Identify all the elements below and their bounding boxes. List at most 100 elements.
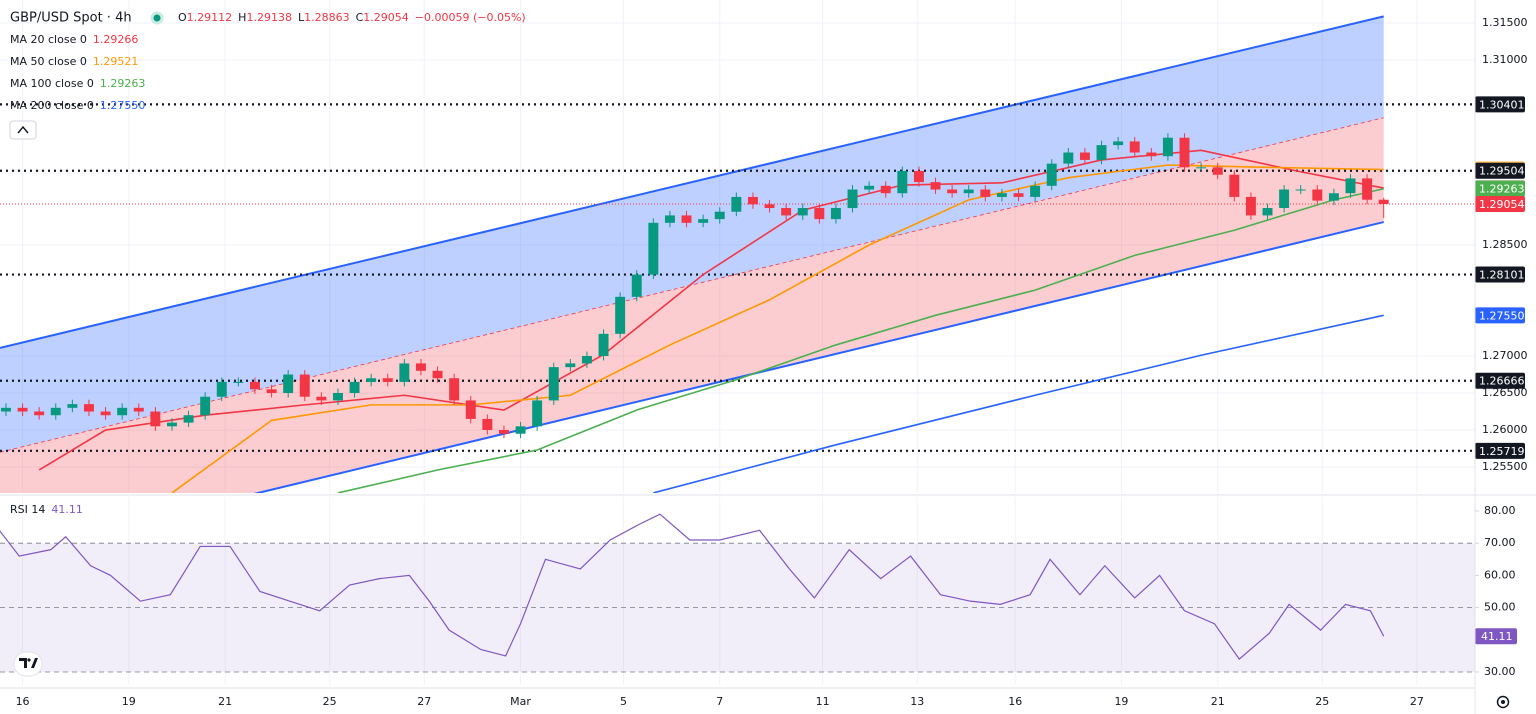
- candle-body: [283, 374, 294, 394]
- ohlc-key: C: [356, 11, 364, 24]
- ohlc-value: 1.28863: [304, 11, 350, 24]
- candle-body: [1279, 189, 1290, 209]
- candle-body: [1129, 141, 1140, 153]
- price-pane: [0, 0, 1475, 493]
- collapse-icon: [17, 125, 29, 134]
- price-badge: [1475, 196, 1525, 213]
- candle-body: [415, 363, 426, 371]
- y-tick-label: 30.00: [1484, 665, 1516, 678]
- y-tick-label: 1.26500: [1482, 386, 1528, 399]
- price-badge-label: 1.28101: [1479, 269, 1525, 282]
- legend-value: 1.29263: [100, 77, 146, 90]
- candle-body: [747, 196, 758, 205]
- candle-body: [731, 196, 742, 212]
- candle-body: [1295, 189, 1306, 191]
- legend-value: 41.11: [51, 503, 83, 516]
- candle-body: [1312, 189, 1323, 201]
- candle-body: [681, 215, 692, 223]
- candle-body: [1113, 141, 1124, 146]
- price-badge: [1475, 372, 1525, 389]
- status-dot: [150, 11, 164, 25]
- candle-body: [332, 393, 343, 401]
- rsi-line: [0, 513, 1385, 660]
- price-badge: [1475, 266, 1525, 283]
- candle-body: [1013, 193, 1024, 197]
- ohlc-legend: O1.29112 H1.29138 L1.28863 C1.29054 −0.00059…: [178, 11, 526, 24]
- candle-body: [83, 404, 94, 412]
- rsi-pane: [0, 497, 1475, 685]
- candle-body: [1345, 178, 1356, 194]
- y-tick-label: 1.31000: [1482, 53, 1528, 66]
- candle-body: [299, 374, 310, 397]
- candle-body: [349, 381, 360, 394]
- x-tick-label: Mar: [510, 695, 531, 708]
- y-tick-label: 1.27000: [1482, 349, 1528, 362]
- candle-body: [515, 426, 526, 434]
- candle-body: [1030, 185, 1041, 197]
- candle-body: [764, 204, 775, 209]
- legend-item: MA 100 close 0 1.29263: [10, 77, 145, 90]
- candle-body: [117, 407, 128, 416]
- candle-body: [598, 333, 609, 357]
- x-tick-label: 27: [417, 695, 431, 708]
- channel-upper-fill: [0, 16, 1384, 453]
- x-tick-label: 25: [323, 695, 337, 708]
- candle-body: [1378, 199, 1389, 205]
- candle-body: [366, 378, 377, 382]
- overlay: 16 19 21 25 27 Mar 5 7 11 13 16 19 21 25 27 1.31500 1.31…: [10, 11, 1528, 709]
- legend-item: MA 20 close 0 1.29266: [10, 33, 138, 46]
- candle-body: [664, 215, 675, 223]
- candle-body: [150, 411, 161, 427]
- candle-body: [482, 418, 493, 431]
- candle-body: [100, 411, 111, 416]
- y-tick-label: 1.28500: [1482, 238, 1528, 251]
- legend-value: 1.29266: [93, 33, 139, 46]
- candle-body: [814, 208, 825, 220]
- channel-middle-line: [0, 117, 1384, 453]
- y-tick-label: 50.00: [1484, 601, 1516, 614]
- price-badge: [1475, 442, 1525, 459]
- candle-body: [1096, 145, 1107, 160]
- x-tick-label: 21: [1211, 695, 1225, 708]
- x-tick-label: 19: [1114, 695, 1128, 708]
- candle-body: [648, 222, 659, 275]
- x-tick-label: 11: [816, 695, 830, 708]
- candle-body: [1146, 152, 1157, 157]
- candle-body: [498, 430, 509, 434]
- change-value: −0.00059 (−0.05%): [415, 11, 526, 24]
- x-tick-label: 21: [218, 695, 232, 708]
- candle-body: [1245, 196, 1256, 216]
- candle-body: [847, 189, 858, 209]
- price-badge-label: 1.29054: [1479, 198, 1525, 211]
- candle-body: [714, 211, 725, 220]
- candle-body: [1046, 163, 1057, 186]
- y-tick-label: 1.25500: [1482, 460, 1528, 473]
- candle-body: [631, 274, 642, 297]
- price-badge-label: 1.29263: [1479, 183, 1525, 196]
- settings-button[interactable]: [1496, 695, 1510, 709]
- ohlc-key: O: [178, 11, 187, 24]
- candle-body: [880, 185, 891, 194]
- candle-body: [166, 422, 177, 427]
- legend-item: MA 200 close 0 1.27550: [10, 99, 145, 112]
- legend-name: MA 200 close 0: [10, 99, 94, 112]
- collapse-button[interactable]: [9, 120, 37, 140]
- candle-body: [1063, 152, 1074, 164]
- ohlc-key: H: [238, 11, 246, 24]
- rsi-badge-label: 41.11: [1481, 630, 1513, 643]
- rsi-badge: [1475, 628, 1517, 645]
- candle-body: [1362, 178, 1373, 200]
- x-tick-label: 7: [716, 695, 723, 708]
- ma-line: [337, 187, 1384, 493]
- candle-body: [1229, 174, 1240, 197]
- x-tick-label: 16: [1008, 695, 1022, 708]
- candle-body: [996, 193, 1007, 197]
- price-badge-label: 1.25719: [1479, 445, 1525, 458]
- candle-body: [233, 381, 244, 383]
- channel-lower-fill: [0, 117, 1384, 493]
- ohlc-value: 1.29054: [363, 11, 409, 24]
- ma-line: [653, 314, 1384, 493]
- candle-body: [1079, 152, 1090, 160]
- chart-title: GBP/USD Spot · 4h: [10, 11, 132, 26]
- candle-body: [17, 407, 28, 412]
